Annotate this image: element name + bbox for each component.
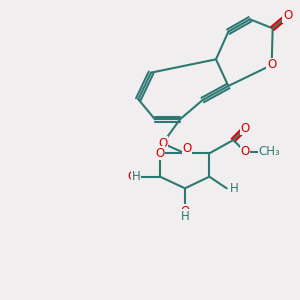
Text: O: O	[240, 122, 250, 135]
Text: O: O	[240, 145, 250, 158]
Text: O: O	[128, 170, 137, 183]
Text: O: O	[182, 142, 192, 155]
Text: O: O	[158, 137, 167, 150]
Text: O: O	[155, 147, 165, 160]
Text: H: H	[181, 210, 189, 223]
Text: O: O	[230, 182, 239, 195]
Text: H: H	[132, 170, 141, 183]
Text: O: O	[267, 58, 276, 71]
Text: CH₃: CH₃	[258, 145, 280, 158]
Text: O: O	[283, 9, 292, 22]
Text: O: O	[180, 205, 190, 218]
Text: H: H	[230, 182, 239, 195]
